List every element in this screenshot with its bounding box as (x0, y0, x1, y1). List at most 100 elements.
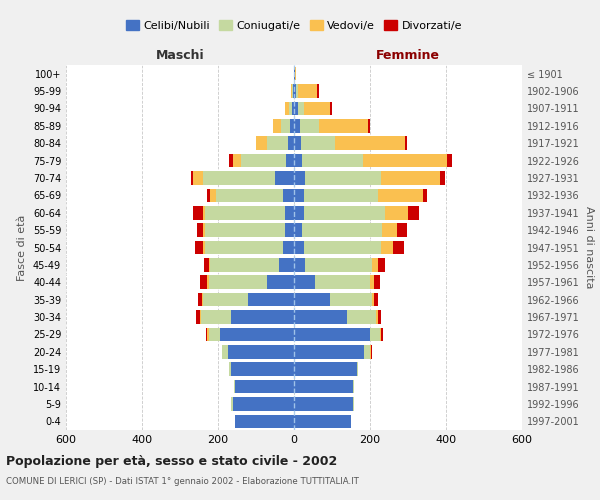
Bar (286, 154, 294, 168)
Text: COMUNE DI LERICI (SP) - Dati ISTAT 1° gennaio 2002 - Elaborazione TUTTITALIA.IT: COMUNE DI LERICI (SP) - Dati ISTAT 1° ge… (6, 478, 359, 486)
Bar (294, 119, 300, 132)
Bar (370, 345, 371, 358)
Bar (200, 276, 208, 289)
Bar (195, 240, 203, 254)
Bar (440, 171, 445, 185)
Bar (319, 119, 368, 132)
Bar (294, 154, 302, 168)
Bar (206, 188, 211, 202)
Bar (281, 119, 290, 132)
Bar (382, 224, 397, 237)
Bar (229, 362, 232, 376)
Bar (353, 397, 354, 410)
Bar (227, 345, 294, 358)
Bar (294, 188, 304, 202)
Bar (196, 310, 200, 324)
Bar (408, 206, 419, 220)
Bar (447, 154, 452, 168)
Bar (296, 84, 298, 98)
Bar (300, 119, 319, 132)
Bar (294, 171, 305, 185)
Bar (205, 224, 284, 237)
Bar (294, 224, 302, 237)
Legend: Celibi/Nubili, Coniugati/e, Vedovi/e, Divorzati/e: Celibi/Nubili, Coniugati/e, Vedovi/e, Di… (121, 16, 467, 36)
Bar (283, 240, 294, 254)
Bar (201, 310, 232, 324)
Bar (371, 345, 372, 358)
Bar (294, 258, 305, 272)
Bar (209, 328, 220, 341)
Bar (294, 328, 370, 341)
Bar (294, 414, 351, 428)
Bar (372, 293, 374, 306)
Bar (233, 397, 294, 410)
Bar (363, 154, 447, 168)
Bar (198, 293, 202, 306)
Bar (301, 136, 335, 150)
Bar (370, 276, 374, 289)
Bar (298, 84, 317, 98)
Bar (193, 171, 203, 185)
Bar (248, 293, 294, 306)
Bar (203, 171, 275, 185)
Bar (206, 328, 208, 341)
Bar (229, 154, 233, 168)
Bar (283, 188, 294, 202)
Text: Femmine: Femmine (376, 50, 440, 62)
Bar (370, 328, 380, 341)
Bar (232, 362, 294, 376)
Bar (294, 136, 301, 150)
Bar (209, 258, 211, 272)
Bar (374, 276, 380, 289)
Bar (380, 328, 382, 341)
Bar (294, 276, 315, 289)
Bar (289, 102, 292, 115)
Bar (200, 310, 201, 324)
Bar (294, 67, 295, 80)
Bar (423, 188, 427, 202)
Bar (302, 224, 382, 237)
Bar (241, 154, 286, 168)
Bar (294, 84, 296, 98)
Bar (377, 310, 382, 324)
Y-axis label: Fasce di età: Fasce di età (17, 214, 27, 280)
Bar (302, 154, 363, 168)
Bar (305, 258, 372, 272)
Text: Maschi: Maschi (155, 50, 205, 62)
Bar (372, 258, 377, 272)
Bar (211, 188, 216, 202)
Bar (304, 102, 330, 115)
Bar (335, 136, 406, 150)
Bar (330, 293, 372, 306)
Bar (294, 397, 353, 410)
Bar (205, 206, 284, 220)
Bar (294, 102, 298, 115)
Bar (304, 188, 377, 202)
Bar (364, 345, 370, 358)
Bar (232, 310, 294, 324)
Bar (273, 119, 281, 132)
Bar (294, 345, 364, 358)
Bar (268, 136, 289, 150)
Bar (295, 67, 296, 80)
Bar (279, 258, 294, 272)
Bar (294, 362, 356, 376)
Bar (205, 240, 283, 254)
Bar (290, 119, 294, 132)
Bar (330, 102, 332, 115)
Text: Popolazione per età, sesso e stato civile - 2002: Popolazione per età, sesso e stato civil… (6, 455, 337, 468)
Bar (393, 240, 404, 254)
Bar (203, 224, 205, 237)
Bar (203, 206, 205, 220)
Bar (382, 328, 383, 341)
Bar (256, 136, 268, 150)
Bar (294, 310, 347, 324)
Bar (317, 84, 319, 98)
Bar (289, 136, 294, 150)
Bar (203, 293, 248, 306)
Bar (376, 310, 377, 324)
Y-axis label: Anni di nascita: Anni di nascita (584, 206, 593, 289)
Bar (374, 293, 377, 306)
Bar (284, 206, 294, 220)
Bar (235, 414, 294, 428)
